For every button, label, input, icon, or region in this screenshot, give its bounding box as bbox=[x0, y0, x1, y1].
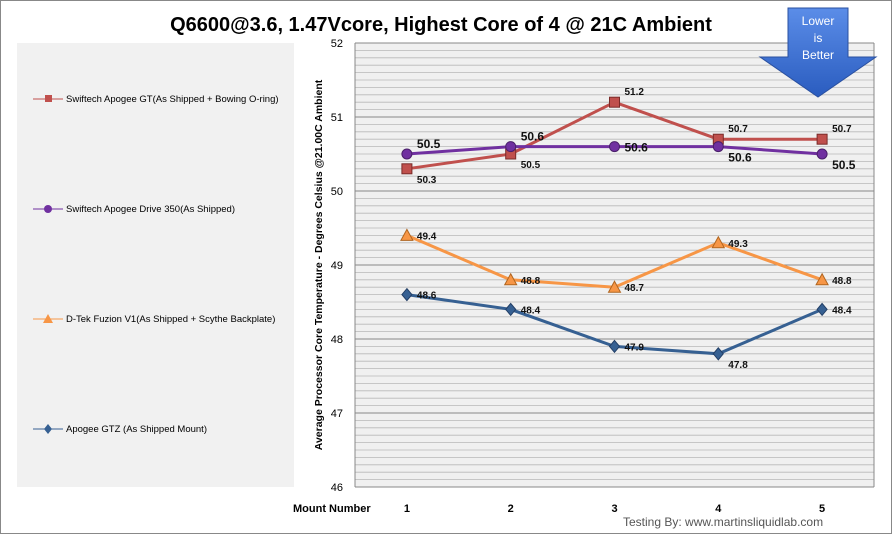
data-label: 50.6 bbox=[625, 141, 649, 155]
credit-text: Testing By: www.martinsliquidlab.com bbox=[623, 515, 824, 529]
data-point bbox=[711, 235, 726, 249]
data-label: 50.6 bbox=[521, 130, 545, 144]
data-point bbox=[607, 280, 622, 293]
data-label: 47.8 bbox=[728, 360, 748, 371]
y-tick-label: 52 bbox=[331, 38, 343, 50]
y-tick-label: 47 bbox=[331, 408, 343, 420]
data-label: 50.5 bbox=[417, 137, 441, 151]
data-point bbox=[815, 272, 829, 286]
data-point bbox=[401, 163, 413, 175]
x-tick-label: 4 bbox=[715, 503, 722, 515]
data-label: 48.4 bbox=[832, 305, 852, 316]
data-point bbox=[503, 272, 518, 286]
data-label: 50.5 bbox=[521, 160, 541, 171]
data-point bbox=[816, 302, 828, 317]
data-point bbox=[505, 141, 517, 153]
legend-item: D-Tek Fuzion V1(As Shipped + Scythe Back… bbox=[33, 313, 275, 325]
legend-marker-icon bbox=[33, 424, 63, 434]
chart-title: Q6600@3.6, 1.47Vcore, Highest Core of 4 … bbox=[170, 14, 712, 36]
legend-item: Swiftech Apogee GT(As Shipped + Bowing O… bbox=[33, 93, 279, 105]
data-point bbox=[608, 339, 621, 354]
data-point bbox=[816, 148, 828, 160]
legend-label: Swiftech Apogee GT(As Shipped + Bowing O… bbox=[66, 93, 279, 105]
legend-label: Swiftech Apogee Drive 350(As Shipped) bbox=[66, 203, 235, 215]
data-point bbox=[401, 287, 413, 302]
badge-line-1: Lower bbox=[801, 14, 835, 28]
legend-item: Apogee GTZ (As Shipped Mount) bbox=[33, 423, 207, 435]
legend-label: Apogee GTZ (As Shipped Mount) bbox=[66, 423, 207, 435]
data-point bbox=[401, 148, 413, 160]
data-label: 48.4 bbox=[521, 305, 541, 316]
y-tick-label: 50 bbox=[331, 186, 343, 198]
legend-marker-icon bbox=[33, 95, 63, 102]
x-tick-label: 3 bbox=[611, 503, 617, 515]
legend-item: Swiftech Apogee Drive 350(As Shipped) bbox=[33, 203, 235, 215]
data-label: 50.6 bbox=[728, 151, 752, 165]
data-point bbox=[712, 141, 724, 153]
legend-marker-icon bbox=[33, 314, 63, 323]
y-tick-label: 49 bbox=[331, 260, 343, 272]
x-tick-label: 2 bbox=[508, 503, 514, 515]
data-label: 47.9 bbox=[625, 342, 645, 353]
y-tick-label: 51 bbox=[331, 112, 343, 124]
data-point bbox=[712, 347, 724, 361]
down-arrow-icon bbox=[758, 7, 878, 98]
data-point bbox=[609, 96, 620, 108]
data-point bbox=[505, 302, 517, 317]
data-point bbox=[609, 141, 620, 153]
data-label: 50.3 bbox=[417, 175, 437, 186]
badge-line-2: is bbox=[813, 31, 823, 45]
data-label: 48.8 bbox=[521, 276, 541, 287]
lower-is-better-arrow: Lower is Better bbox=[758, 7, 878, 99]
legend-marker-icon bbox=[33, 205, 63, 213]
data-label: 49.3 bbox=[728, 239, 748, 250]
data-label: 48.8 bbox=[832, 276, 852, 287]
y-axis-label: Average Processor Core Temperature - Deg… bbox=[313, 79, 325, 451]
data-point bbox=[816, 133, 828, 145]
badge-line-3: Better bbox=[801, 48, 834, 62]
x-axis-label: Mount Number bbox=[293, 503, 371, 515]
data-label: 48.7 bbox=[625, 283, 645, 294]
x-tick-label: 5 bbox=[819, 503, 825, 515]
legend: Swiftech Apogee GT(As Shipped + Bowing O… bbox=[17, 43, 294, 487]
data-point bbox=[400, 228, 414, 241]
data-label: 51.2 bbox=[625, 87, 645, 98]
data-label: 49.4 bbox=[417, 231, 437, 242]
data-label: 50.7 bbox=[832, 124, 852, 135]
x-tick-label: 1 bbox=[404, 503, 410, 515]
y-tick-label: 48 bbox=[331, 334, 343, 346]
legend-label: D-Tek Fuzion V1(As Shipped + Scythe Back… bbox=[66, 313, 276, 325]
y-tick-label: 46 bbox=[331, 482, 343, 494]
data-label: 50.7 bbox=[728, 124, 748, 135]
data-label: 50.5 bbox=[832, 158, 856, 172]
data-label: 48.6 bbox=[417, 291, 437, 302]
